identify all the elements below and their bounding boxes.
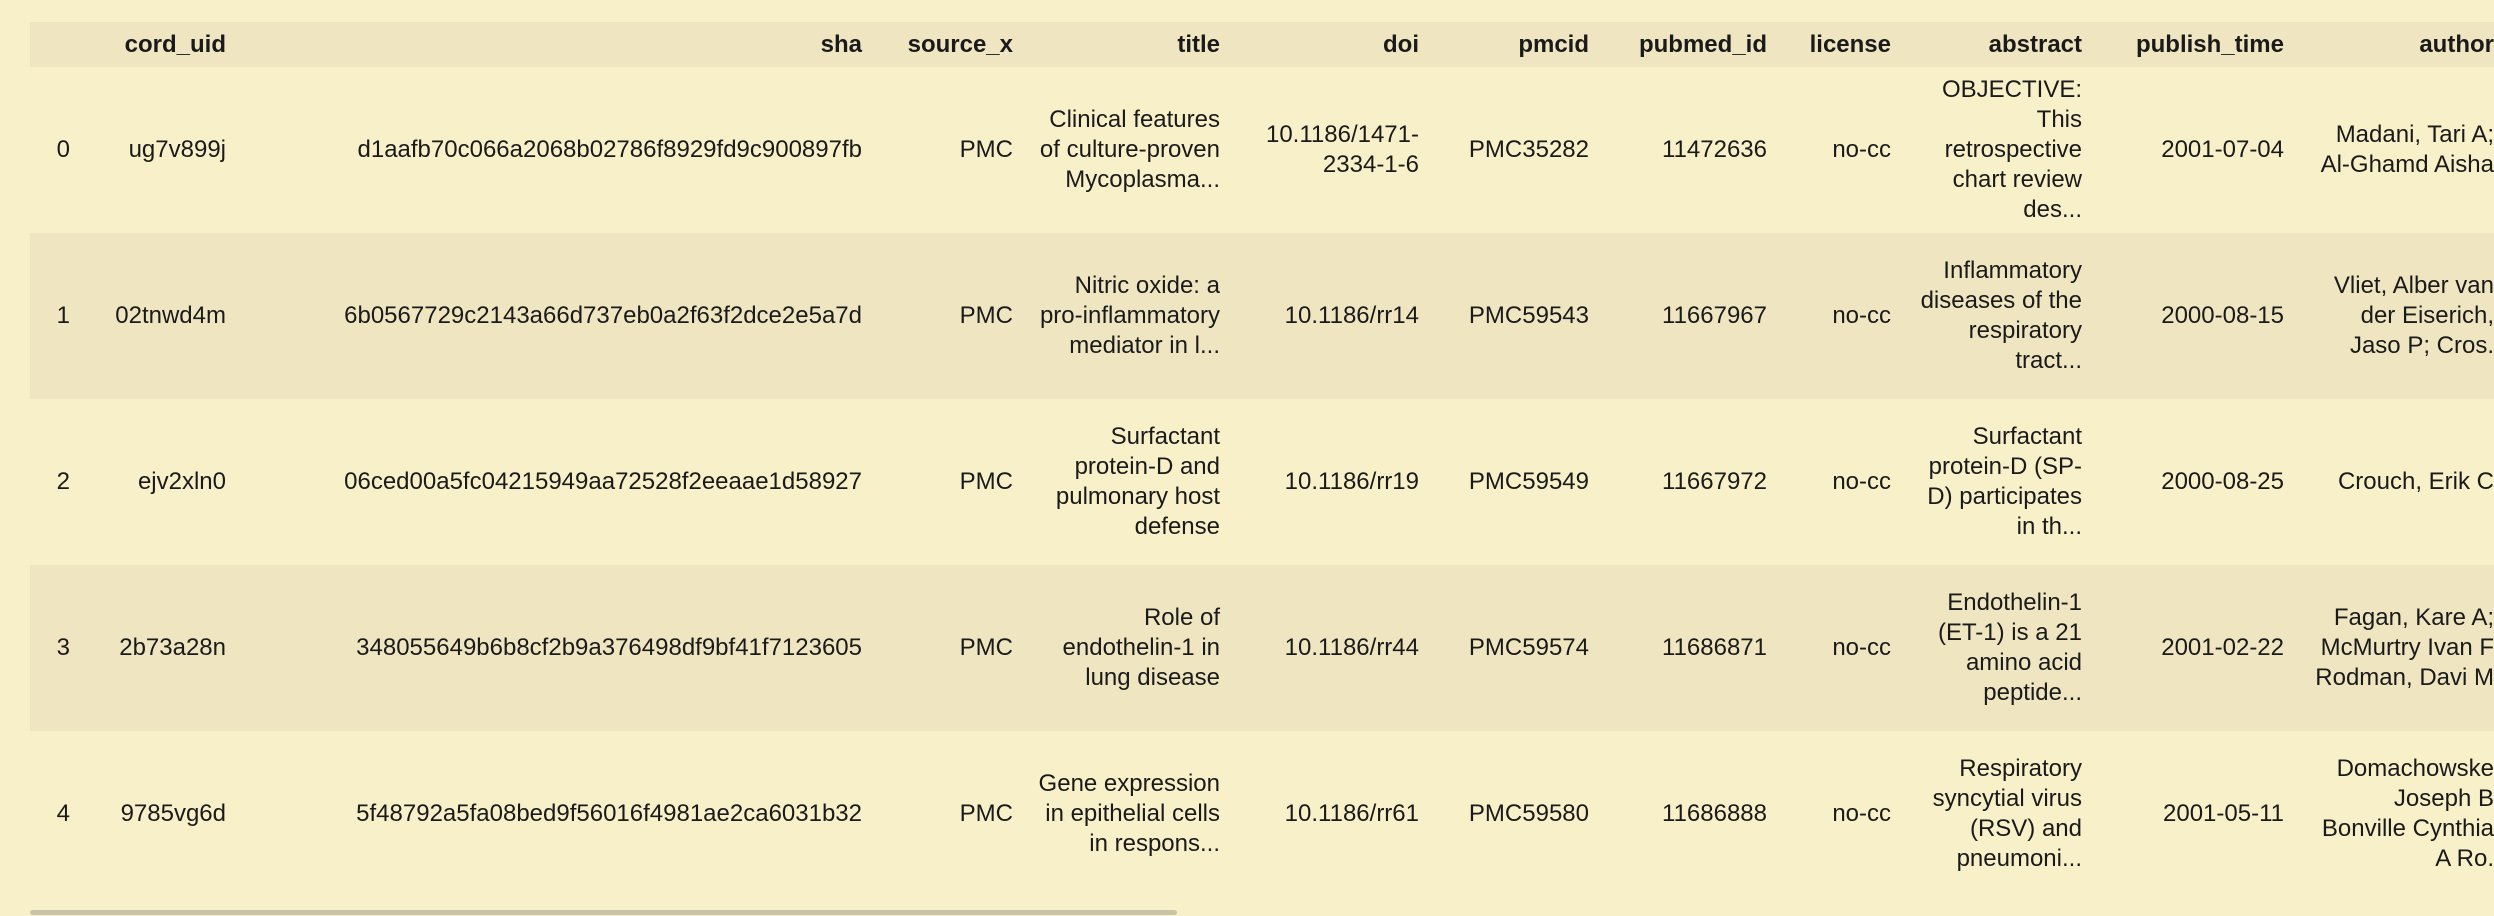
cell: 10.1186/rr61 xyxy=(1232,731,1431,897)
row-index: 0 xyxy=(30,67,82,233)
cell: ejv2xln0 xyxy=(82,399,238,565)
cell: no-cc xyxy=(1779,67,1903,233)
index-header xyxy=(30,22,82,67)
cell: 2001-05-11 xyxy=(2094,731,2296,897)
cell: 02tnwd4m xyxy=(82,233,238,399)
cell: 9785vg6d xyxy=(82,731,238,897)
column-header: title xyxy=(1025,22,1232,67)
row-index: 3 xyxy=(30,565,82,731)
column-header: abstract xyxy=(1903,22,2094,67)
scrollbar[interactable] xyxy=(30,910,1177,915)
cell: Nitric oxide: a pro-inflammatory mediato… xyxy=(1025,233,1232,399)
cell: PMC xyxy=(874,731,1025,897)
table-row: 3 2b73a28n 348055649b6b8cf2b9a376498df9bf4… xyxy=(30,565,2494,731)
cell: Surfactant protein-D and pulmonary host … xyxy=(1025,399,1232,565)
table-row: 2 ejv2xln0 06ced00a5fc04215949aa72528f2eea… xyxy=(30,399,2494,565)
cell: Vliet, Alber van der Eiserich, Jaso P; C… xyxy=(2296,233,2494,399)
cell: 5f48792a5fa08bed9f56016f4981ae2ca6031b32 xyxy=(238,731,874,897)
column-header: license xyxy=(1779,22,1903,67)
cell: 11686871 xyxy=(1601,565,1779,731)
cell: no-cc xyxy=(1779,565,1903,731)
cell: d1aafb70c066a2068b02786f8929fd9c900897fb xyxy=(238,67,874,233)
cell: 6b0567729c2143a66d737eb0a2f63f2dce2e5a7d xyxy=(238,233,874,399)
column-header: source_x xyxy=(874,22,1025,67)
cell: no-cc xyxy=(1779,731,1903,897)
cell: Inflammatory diseases of the respiratory… xyxy=(1903,233,2094,399)
cell: Clinical features of culture-proven Myco… xyxy=(1025,67,1232,233)
row-index: 1 xyxy=(30,233,82,399)
cell: Role of endothelin-1 in lung disease xyxy=(1025,565,1232,731)
cell: PMC59543 xyxy=(1431,233,1601,399)
cell: Endothelin-1 (ET-1) is a 21 amino acid p… xyxy=(1903,565,2094,731)
cell: 2001-02-22 xyxy=(2094,565,2296,731)
cell: 10.1186/rr19 xyxy=(1232,399,1431,565)
table-row: 4 9785vg6d 5f48792a5fa08bed9f56016f4981ae2… xyxy=(30,731,2494,897)
cell: PMC xyxy=(874,399,1025,565)
cell: PMC59574 xyxy=(1431,565,1601,731)
cell: 2000-08-25 xyxy=(2094,399,2296,565)
cell: PMC xyxy=(874,233,1025,399)
column-header: cord_uid xyxy=(82,22,238,67)
cell: PMC59580 xyxy=(1431,731,1601,897)
cell: Gene expression in epithelial cells in r… xyxy=(1025,731,1232,897)
cell: PMC xyxy=(874,67,1025,233)
cell: 2001-07-04 xyxy=(2094,67,2296,233)
cell: Fagan, Kare A; McMurtry Ivan F Rodman, D… xyxy=(2296,565,2494,731)
cell: 2000-08-15 xyxy=(2094,233,2296,399)
cell: 2b73a28n xyxy=(82,565,238,731)
cell: 10.1186/rr14 xyxy=(1232,233,1431,399)
cell: 11667967 xyxy=(1601,233,1779,399)
cell: Crouch, Erik C xyxy=(2296,399,2494,565)
table-row: 0 ug7v899j d1aafb70c066a2068b02786f8929fd9… xyxy=(30,67,2494,233)
cell: 10.1186/rr44 xyxy=(1232,565,1431,731)
dataframe: cord_uid sha source_x title doi pmcid pubmed_i… xyxy=(30,22,2494,897)
cell: 11472636 xyxy=(1601,67,1779,233)
cell: ug7v899j xyxy=(82,67,238,233)
row-index: 4 xyxy=(30,731,82,897)
row-index: 2 xyxy=(30,399,82,565)
table-container: cord_uid sha source_x title doi pmcid pubmed_i… xyxy=(30,22,2494,897)
cell: Domachowske Joseph B Bonville Cynthia A … xyxy=(2296,731,2494,897)
cell: Respiratory syncytial virus (RSV) and pn… xyxy=(1903,731,2094,897)
cell: no-cc xyxy=(1779,399,1903,565)
column-header: sha xyxy=(238,22,874,67)
cell: 348055649b6b8cf2b9a376498df9bf41f7123605 xyxy=(238,565,874,731)
header-row: cord_uid sha source_x title doi pmcid pubmed_i… xyxy=(30,22,2494,67)
table-body: 0 ug7v899j d1aafb70c066a2068b02786f8929fd9… xyxy=(30,67,2494,897)
table-row: 1 02tnwd4m 6b0567729c2143a66d737eb0a2f63f2… xyxy=(30,233,2494,399)
column-header: pmcid xyxy=(1431,22,1601,67)
cell: OBJECTIVE: This retrospective chart revi… xyxy=(1903,67,2094,233)
cell: 06ced00a5fc04215949aa72528f2eeaae1d58927 xyxy=(238,399,874,565)
cell: 10.1186/1471-2334-1-6 xyxy=(1232,67,1431,233)
column-header: pubmed_id xyxy=(1601,22,1779,67)
cell: no-cc xyxy=(1779,233,1903,399)
column-header: author xyxy=(2296,22,2494,67)
cell: PMC xyxy=(874,565,1025,731)
cell: 11667972 xyxy=(1601,399,1779,565)
column-header: doi xyxy=(1232,22,1431,67)
column-header: publish_time xyxy=(2094,22,2296,67)
cell: 11686888 xyxy=(1601,731,1779,897)
cell: PMC35282 xyxy=(1431,67,1601,233)
cell: Madani, Tari A; Al-Ghamd Aisha xyxy=(2296,67,2494,233)
cell: Surfactant protein-D (SP-D) participates… xyxy=(1903,399,2094,565)
cell: PMC59549 xyxy=(1431,399,1601,565)
